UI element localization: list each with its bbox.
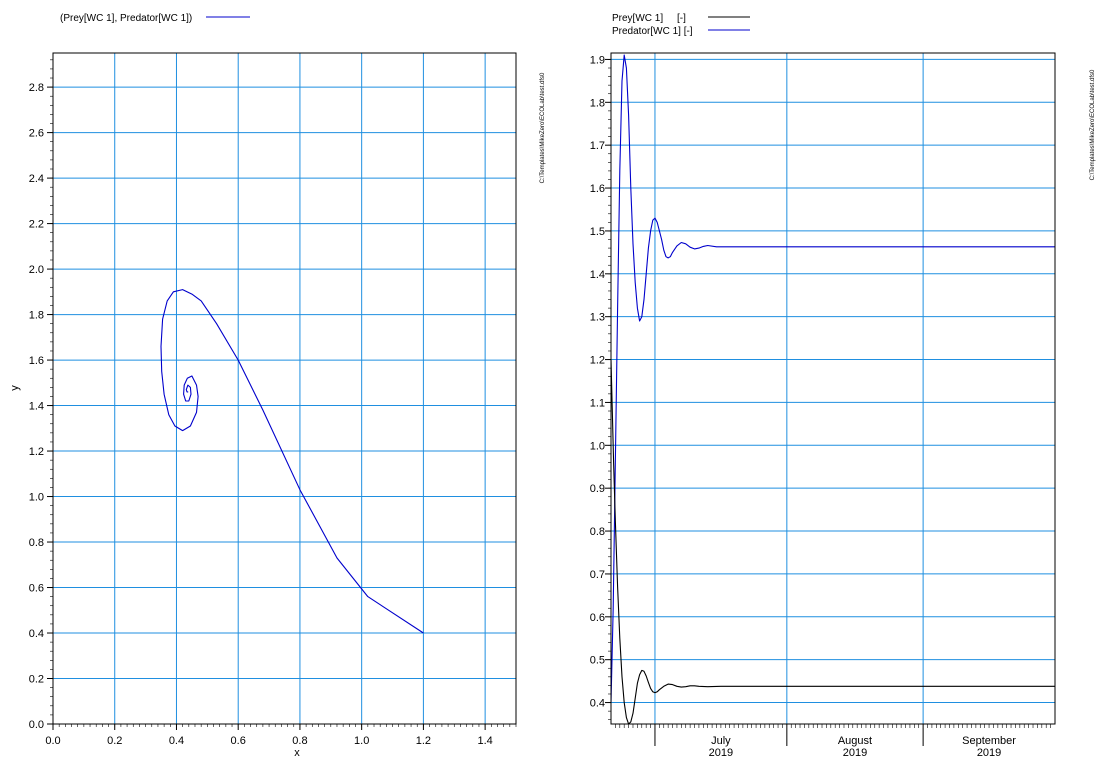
phase-plot-file-path: C:\Templates\MikeZero\ECOLab\test.dfs0: [540, 72, 546, 183]
phase-y-tick-label: 0.8: [29, 537, 44, 549]
time-series-ticks: 0.4 0.5 0.6 0.7 0.8 0.9 1.0 1.1 1.2 1.3 1.4 1.5 1.6 1…: [590, 54, 1051, 759]
time-y-tick-label: 1.0: [590, 440, 605, 452]
time-series-frame: [610, 52, 1056, 725]
time-month-label: August: [838, 735, 872, 747]
phase-plot-legend-label: (Prey[WC 1], Predator[WC 1]): [60, 13, 192, 24]
phase-plot-panel: (Prey[WC 1], Predator[WC 1]) 0.0 0.2 0.4 0.…: [9, 13, 546, 759]
phase-y-tick-label: 2.4: [29, 173, 44, 185]
phase-plot-grid: [53, 53, 516, 724]
phase-y-tick-label: 1.4: [29, 401, 44, 413]
legend-label-predator: Predator[WC 1] [-]: [612, 26, 693, 37]
phase-x-tick-label: 0.8: [292, 735, 307, 747]
phase-x-tick-label: 0.2: [107, 735, 122, 747]
time-y-tick-label: 1.1: [590, 397, 605, 409]
time-month-label: September: [962, 735, 1016, 747]
phase-x-tick-label: 0.0: [45, 735, 60, 747]
phase-x-tick-label: 0.4: [169, 735, 184, 747]
phase-y-tick-label: 1.0: [29, 492, 44, 504]
phase-trajectory-line: [160, 289, 424, 634]
phase-y-tick-label: 2.6: [29, 128, 44, 140]
phase-plot-x-axis-label: x: [294, 747, 300, 759]
phase-y-tick-label: 0.6: [29, 583, 44, 595]
time-y-tick-label: 1.2: [590, 355, 605, 367]
time-y-tick-label: 1.5: [590, 226, 605, 238]
time-y-tick-label: 1.6: [590, 183, 605, 195]
time-year-label: 2019: [977, 747, 1001, 759]
time-y-tick-label: 0.4: [590, 698, 605, 710]
time-y-tick-label: 1.9: [590, 54, 605, 66]
phase-x-tick-label: 1.2: [416, 735, 431, 747]
legend-label-prey: Prey[WC 1] [-]: [612, 13, 686, 24]
prey-series-line: [611, 359, 1055, 724]
phase-y-tick-label: 1.2: [29, 446, 44, 458]
time-year-label: 2019: [843, 747, 867, 759]
time-y-tick-label: 0.6: [590, 612, 605, 624]
phase-y-tick-label: 0.0: [29, 719, 44, 731]
phase-y-tick-label: 0.4: [29, 628, 44, 640]
phase-y-tick-label: 1.6: [29, 355, 44, 367]
phase-plot-series: [160, 289, 424, 634]
phase-y-tick-label: 2.0: [29, 264, 44, 276]
time-series-file-path: C:\Templates\MikeZero\ECOLab\test.dfs0: [1090, 69, 1096, 180]
time-y-tick-label: 1.8: [590, 97, 605, 109]
time-series-grid: [611, 53, 1055, 724]
phase-x-tick-label: 0.6: [231, 735, 246, 747]
time-y-tick-label: 1.3: [590, 312, 605, 324]
phase-plot-frame: [52, 52, 517, 725]
time-series-series: [611, 54, 1055, 724]
phase-y-tick-label: 2.8: [29, 82, 44, 94]
time-y-tick-label: 0.7: [590, 569, 605, 581]
time-y-tick-label: 1.7: [590, 140, 605, 152]
time-y-tick-label: 1.4: [590, 269, 605, 281]
time-y-tick-label: 0.8: [590, 526, 605, 538]
phase-y-tick-label: 2.2: [29, 219, 44, 231]
time-month-label: July: [711, 735, 731, 747]
phase-y-tick-label: 0.2: [29, 674, 44, 686]
time-series-panel: Prey[WC 1] [-] Predator[WC 1] [-] 0.4 0.5…: [590, 13, 1096, 759]
phase-x-tick-label: 1.0: [354, 735, 369, 747]
phase-y-tick-label: 1.8: [29, 310, 44, 322]
time-y-tick-label: 0.5: [590, 655, 605, 667]
phase-plot-ticks: 0.0 0.2 0.4 0.6 0.8 1.0 1.2 1.4 0.0 0.2 0.4 0.6 0.8 1…: [29, 59, 517, 747]
time-year-label: 2019: [709, 747, 733, 759]
time-y-tick-label: 0.9: [590, 483, 605, 495]
phase-x-tick-label: 1.4: [477, 735, 492, 747]
phase-plot-y-axis-label: y: [9, 385, 21, 391]
predator-series-line: [611, 54, 1055, 703]
